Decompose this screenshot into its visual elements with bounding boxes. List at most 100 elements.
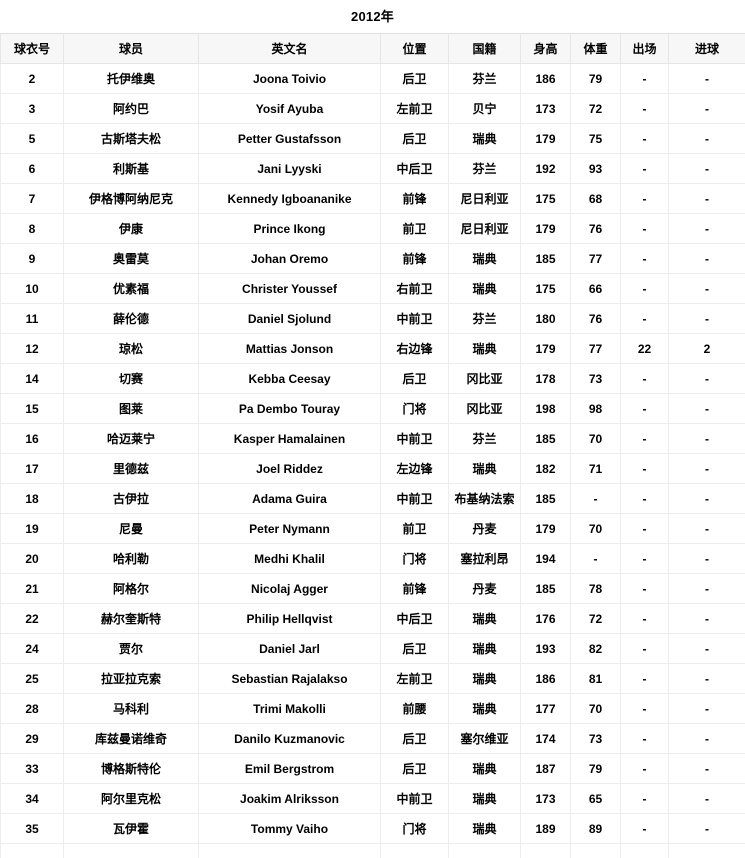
cell-weight: 71 bbox=[571, 454, 621, 484]
cell-nat: 瑞典 bbox=[449, 634, 521, 664]
cell-eng bbox=[199, 844, 381, 858]
cell-weight: 98 bbox=[571, 394, 621, 424]
cell-weight: 70 bbox=[571, 424, 621, 454]
table-row-partial[interactable] bbox=[1, 844, 745, 858]
cell-nat: 瑞典 bbox=[449, 334, 521, 364]
cell-nat: 瑞典 bbox=[449, 274, 521, 304]
cell-pos: 门将 bbox=[381, 814, 449, 844]
column-header-height[interactable]: 身高 bbox=[521, 34, 571, 64]
cell-pos: 左前卫 bbox=[381, 94, 449, 124]
cell-nat: 塞尔维亚 bbox=[449, 724, 521, 754]
cell-apps: - bbox=[621, 694, 669, 724]
cell-pos: 后卫 bbox=[381, 364, 449, 394]
cell-name: 伊康 bbox=[64, 214, 199, 244]
cell-height: 193 bbox=[521, 634, 571, 664]
cell-num: 35 bbox=[1, 814, 64, 844]
cell-eng: Mattias Jonson bbox=[199, 334, 381, 364]
cell-pos: 前卫 bbox=[381, 214, 449, 244]
cell-pos: 门将 bbox=[381, 544, 449, 574]
cell-nat: 瑞典 bbox=[449, 814, 521, 844]
cell-height: 194 bbox=[521, 544, 571, 574]
cell-apps: - bbox=[621, 484, 669, 514]
cell-eng: Trimi Makolli bbox=[199, 694, 381, 724]
cell-nat: 瑞典 bbox=[449, 454, 521, 484]
cell-height: 186 bbox=[521, 64, 571, 94]
cell-weight: 82 bbox=[571, 634, 621, 664]
cell-nat: 布基纳法索 bbox=[449, 484, 521, 514]
column-header-name[interactable]: 球员 bbox=[64, 34, 199, 64]
cell-goals: - bbox=[669, 574, 745, 604]
cell-apps: - bbox=[621, 274, 669, 304]
column-header-weight[interactable]: 体重 bbox=[571, 34, 621, 64]
cell-height bbox=[521, 844, 571, 858]
cell-eng: Pa Dembo Touray bbox=[199, 394, 381, 424]
cell-name: 托伊维奥 bbox=[64, 64, 199, 94]
cell-nat: 芬兰 bbox=[449, 154, 521, 184]
cell-num: 14 bbox=[1, 364, 64, 394]
column-header-goals[interactable]: 进球 bbox=[669, 34, 745, 64]
cell-pos: 中后卫 bbox=[381, 604, 449, 634]
cell-name: 切赛 bbox=[64, 364, 199, 394]
cell-pos: 中前卫 bbox=[381, 304, 449, 334]
table-head: 球衣号球员英文名位置国籍身高体重出场进球 bbox=[1, 34, 745, 64]
cell-height: 176 bbox=[521, 604, 571, 634]
cell-eng: Sebastian Rajalakso bbox=[199, 664, 381, 694]
cell-apps: - bbox=[621, 514, 669, 544]
cell-eng: Medhi Khalil bbox=[199, 544, 381, 574]
column-header-pos[interactable]: 位置 bbox=[381, 34, 449, 64]
cell-name: 琼松 bbox=[64, 334, 199, 364]
page-title: 2012年 bbox=[0, 0, 745, 33]
cell-nat: 芬兰 bbox=[449, 424, 521, 454]
cell-nat: 瑞典 bbox=[449, 604, 521, 634]
cell-num: 2 bbox=[1, 64, 64, 94]
cell-eng: Emil Bergstrom bbox=[199, 754, 381, 784]
cell-num: 6 bbox=[1, 154, 64, 184]
cell-nat: 贝宁 bbox=[449, 94, 521, 124]
cell-height: 186 bbox=[521, 664, 571, 694]
column-header-nat[interactable]: 国籍 bbox=[449, 34, 521, 64]
column-header-num[interactable]: 球衣号 bbox=[1, 34, 64, 64]
cell-nat: 瑞典 bbox=[449, 664, 521, 694]
cell-eng: Joakim Alriksson bbox=[199, 784, 381, 814]
cell-nat: 冈比亚 bbox=[449, 394, 521, 424]
cell-name: 阿尔里克松 bbox=[64, 784, 199, 814]
table-header-row: 球衣号球员英文名位置国籍身高体重出场进球 bbox=[1, 34, 745, 64]
cell-apps: - bbox=[621, 814, 669, 844]
cell-apps: - bbox=[621, 244, 669, 274]
column-header-apps[interactable]: 出场 bbox=[621, 34, 669, 64]
column-header-eng[interactable]: 英文名 bbox=[199, 34, 381, 64]
cell-height: 192 bbox=[521, 154, 571, 184]
cell-eng: Petter Gustafsson bbox=[199, 124, 381, 154]
cell-nat: 丹麦 bbox=[449, 514, 521, 544]
cell-height: 182 bbox=[521, 454, 571, 484]
cell-pos: 左前卫 bbox=[381, 664, 449, 694]
cell-eng: Nicolaj Agger bbox=[199, 574, 381, 604]
cell-weight: 70 bbox=[571, 514, 621, 544]
